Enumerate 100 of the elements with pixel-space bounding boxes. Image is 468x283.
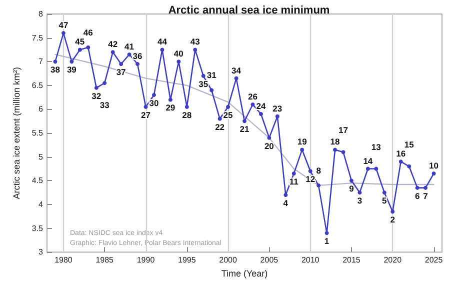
annotation: 28: [182, 110, 192, 120]
annotation: 44: [157, 36, 168, 47]
y-tick-label: 5.5: [32, 128, 44, 138]
x-tick-label: 2015: [342, 256, 361, 265]
point: [210, 88, 214, 92]
point: [78, 48, 82, 52]
y-tick-label: 6.5: [32, 80, 44, 90]
y-tick-label: 6: [38, 104, 44, 114]
point: [366, 166, 370, 171]
x-tick-label: 2005: [260, 256, 279, 265]
point: [374, 166, 378, 171]
annotation: 8: [316, 165, 322, 176]
y-tick-label: 8: [38, 10, 44, 18]
y-tick-label: 5: [38, 152, 44, 162]
x-tick-label: 2000: [219, 256, 238, 265]
annotation: 4: [283, 198, 288, 208]
point: [284, 192, 288, 197]
annotation: 42: [108, 39, 118, 50]
point: [152, 92, 156, 97]
point: [218, 116, 222, 121]
annotation: 14: [363, 156, 373, 166]
annotation: 25: [223, 110, 234, 120]
annotation: 3: [357, 196, 362, 206]
annotation: 19: [297, 136, 308, 147]
annotation: 5: [382, 196, 388, 206]
point: [358, 190, 362, 195]
annotation: 24: [256, 101, 266, 111]
point: [250, 102, 255, 106]
point: [292, 172, 296, 176]
point: [275, 114, 280, 118]
annotation: 20: [264, 140, 274, 151]
annotation: 46: [83, 27, 94, 38]
x-tick-label: 2010: [301, 256, 320, 265]
annotation: 13: [371, 142, 382, 152]
annotation: 40: [174, 48, 184, 59]
annotation: 10: [429, 160, 439, 171]
point: [184, 104, 189, 109]
point: [193, 48, 198, 52]
point: [258, 112, 263, 116]
point: [316, 183, 321, 188]
y-tick-label: 3: [38, 248, 44, 257]
annotation: 1: [324, 236, 330, 246]
annotation: 15: [404, 139, 414, 150]
point: [144, 104, 148, 109]
chart-title: Arctic annual sea ice minimum: [168, 4, 330, 16]
point: [424, 186, 428, 190]
annotation: 37: [116, 67, 126, 77]
point: [136, 62, 140, 66]
point: [94, 86, 98, 90]
x-tick-label: 2020: [384, 256, 402, 265]
point: [127, 52, 132, 56]
annotation: 22: [215, 122, 225, 132]
y-tick-label: 4.5: [32, 176, 44, 186]
annotation: 9: [349, 184, 354, 194]
annotation: 41: [124, 41, 134, 52]
annotation: 31: [206, 70, 217, 80]
point: [333, 148, 338, 152]
point: [110, 50, 115, 54]
annotation: 23: [272, 103, 282, 114]
point: [201, 74, 206, 78]
point: [168, 98, 172, 102]
point: [432, 172, 436, 176]
point: [415, 186, 420, 190]
annotation: 6: [414, 190, 420, 201]
y-tick-label: 4: [38, 200, 44, 209]
point: [86, 45, 90, 50]
annotation: 36: [132, 51, 143, 61]
point: [407, 164, 412, 168]
point: [398, 160, 403, 164]
point: [226, 104, 230, 109]
annotation: 7: [423, 190, 428, 201]
annotation: 29: [166, 102, 176, 113]
point: [102, 81, 107, 86]
point: [70, 60, 74, 64]
annotation: 34: [232, 65, 242, 76]
annotation: 26: [248, 91, 258, 102]
annotation: 33: [100, 100, 110, 110]
x-tick-label: 2025: [424, 256, 444, 265]
point: [382, 190, 386, 195]
annotation: 45: [75, 36, 85, 47]
annotation: 27: [141, 110, 151, 120]
x-tick-label: 1995: [178, 256, 196, 265]
annotation: 2: [390, 214, 396, 225]
point: [242, 119, 246, 124]
point: [341, 150, 346, 154]
annotation: 35: [198, 78, 208, 89]
point: [349, 178, 354, 183]
point: [61, 31, 66, 36]
annotation: 21: [240, 124, 250, 134]
point: [119, 62, 124, 66]
point: [390, 210, 395, 214]
x-tick-label: 1990: [136, 256, 156, 265]
point: [300, 148, 304, 152]
x-tick-label: 1980: [54, 256, 73, 265]
y-tick-label: 7.5: [32, 33, 44, 42]
annotation: 47: [58, 20, 68, 30]
y-axis-title: Arctic sea ice extent (million km²): [11, 67, 22, 200]
y-tick-label: 7: [38, 57, 44, 66]
point: [160, 48, 164, 52]
x-tick-label: 1985: [96, 256, 114, 265]
